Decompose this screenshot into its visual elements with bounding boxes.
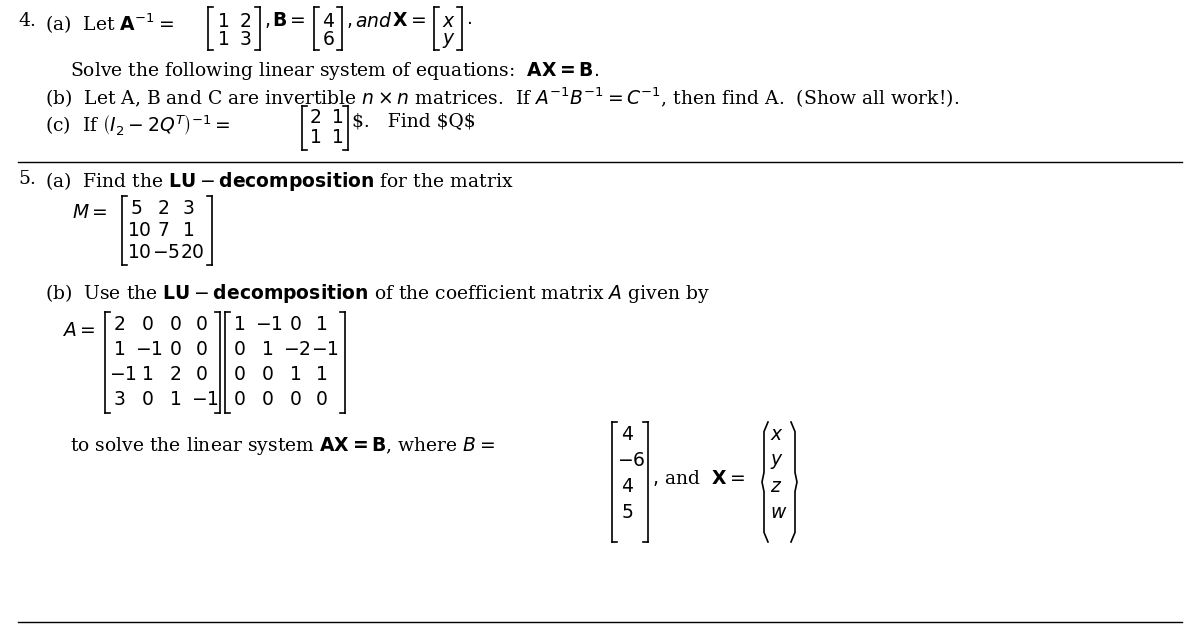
Text: $,$: $,$: [264, 12, 270, 30]
Text: $0$: $0$: [233, 366, 246, 384]
Text: $1$: $1$: [314, 366, 328, 384]
Text: $0$: $0$: [194, 316, 208, 334]
Text: $1$: $1$: [113, 341, 125, 359]
Text: $1$: $1$: [310, 129, 322, 147]
Text: $0$: $0$: [314, 391, 328, 409]
Text: (c)  If $\left(I_2 - 2Q^T\right)^{-1} = $: (c) If $\left(I_2 - 2Q^T\right)^{-1} = $: [46, 112, 230, 137]
Text: $-1$: $-1$: [311, 341, 338, 359]
Text: $-5$: $-5$: [152, 244, 180, 262]
Text: $5$: $5$: [130, 200, 143, 218]
Text: $0$: $0$: [233, 391, 246, 409]
Text: and  $\mathbf{X} = $: and $\mathbf{X} = $: [664, 470, 745, 488]
Text: $,$: $,$: [346, 12, 352, 30]
Text: $2$: $2$: [169, 366, 181, 384]
Text: $0$: $0$: [194, 366, 208, 384]
Text: $0$: $0$: [142, 391, 154, 409]
Text: $\mathbf{X} = $: $\mathbf{X} = $: [392, 12, 426, 30]
Text: $0$: $0$: [169, 316, 181, 334]
Text: $0$: $0$: [289, 391, 301, 409]
Text: $10$: $10$: [127, 244, 151, 262]
Text: $-2$: $-2$: [283, 341, 311, 359]
Text: $.$: $.$: [466, 10, 472, 28]
Text: $-1$: $-1$: [109, 366, 137, 384]
Text: $-1$: $-1$: [191, 391, 218, 409]
Text: $\mathbf{B} = $: $\mathbf{B} = $: [272, 12, 306, 30]
Text: $0$: $0$: [194, 341, 208, 359]
Text: $0$: $0$: [169, 341, 181, 359]
Text: $M = $: $M = $: [72, 204, 108, 222]
Text: $y$: $y$: [770, 452, 784, 471]
Text: $1$: $1$: [262, 341, 274, 359]
Text: Solve the following linear system of equations:  $\mathbf{AX{=}B}.$: Solve the following linear system of equ…: [70, 60, 599, 82]
Text: (b)  Use the $\mathbf{LU} - \mathbf{decomposition}$ of the coefficient matrix $A: (b) Use the $\mathbf{LU} - \mathbf{decom…: [46, 282, 710, 305]
Text: $\mathit{and}$: $\mathit{and}$: [355, 12, 392, 31]
Text: $5$: $5$: [622, 504, 634, 522]
Text: $1$: $1$: [142, 366, 154, 384]
Text: $x$: $x$: [442, 13, 456, 31]
Text: $2$: $2$: [157, 200, 169, 218]
Text: $1$: $1$: [331, 109, 343, 127]
Text: $1$: $1$: [289, 366, 301, 384]
Text: $1$: $1$: [169, 391, 181, 409]
Text: $0$: $0$: [289, 316, 301, 334]
Text: (a)  Find the $\mathbf{LU} - \mathbf{decomposition}$ for the matrix: (a) Find the $\mathbf{LU} - \mathbf{deco…: [46, 170, 514, 193]
Text: $.   Find $Q$: $. Find $Q$: [352, 112, 475, 130]
Text: $1$: $1$: [217, 13, 229, 31]
Text: $z$: $z$: [770, 478, 782, 496]
Text: $1$: $1$: [217, 31, 229, 49]
Text: $w$: $w$: [770, 504, 787, 522]
Text: (b)  Let A, B and C are invertible $n \times n$ matrices.  If $A^{-1}B^{-1} = C^: (b) Let A, B and C are invertible $n \ti…: [46, 86, 959, 111]
Text: $20$: $20$: [180, 244, 204, 262]
Text: $3$: $3$: [239, 31, 251, 49]
Text: 4.: 4.: [18, 12, 36, 30]
Text: $y$: $y$: [442, 31, 456, 50]
Text: $4$: $4$: [622, 426, 634, 444]
Text: $-1$: $-1$: [256, 316, 283, 334]
Text: $4$: $4$: [322, 13, 335, 31]
Text: $2$: $2$: [310, 109, 322, 127]
Text: to solve the linear system $\mathbf{AX = B}$, where $B = $: to solve the linear system $\mathbf{AX =…: [70, 435, 496, 457]
Text: $6$: $6$: [322, 31, 335, 49]
Text: $1$: $1$: [314, 316, 328, 334]
Text: $1$: $1$: [331, 129, 343, 147]
Text: (a)  Let $\mathbf{A}^{-1} = $: (a) Let $\mathbf{A}^{-1} = $: [46, 12, 174, 36]
Text: $3$: $3$: [182, 200, 194, 218]
Text: $7$: $7$: [157, 222, 169, 240]
Text: $1$: $1$: [233, 316, 245, 334]
Text: $1$: $1$: [182, 222, 194, 240]
Text: $4$: $4$: [622, 478, 634, 496]
Text: $-1$: $-1$: [134, 341, 163, 359]
Text: $-6$: $-6$: [617, 452, 646, 470]
Text: $0$: $0$: [262, 391, 274, 409]
Text: $,$: $,$: [652, 470, 658, 488]
Text: $3$: $3$: [113, 391, 125, 409]
Text: $x$: $x$: [770, 426, 784, 444]
Text: $A = $: $A = $: [62, 322, 95, 340]
Text: 5.: 5.: [18, 170, 36, 188]
Text: $0$: $0$: [262, 366, 274, 384]
Text: $10$: $10$: [127, 222, 151, 240]
Text: $2$: $2$: [239, 13, 251, 31]
Text: $2$: $2$: [113, 316, 125, 334]
Text: $0$: $0$: [233, 341, 246, 359]
Text: $0$: $0$: [142, 316, 154, 334]
